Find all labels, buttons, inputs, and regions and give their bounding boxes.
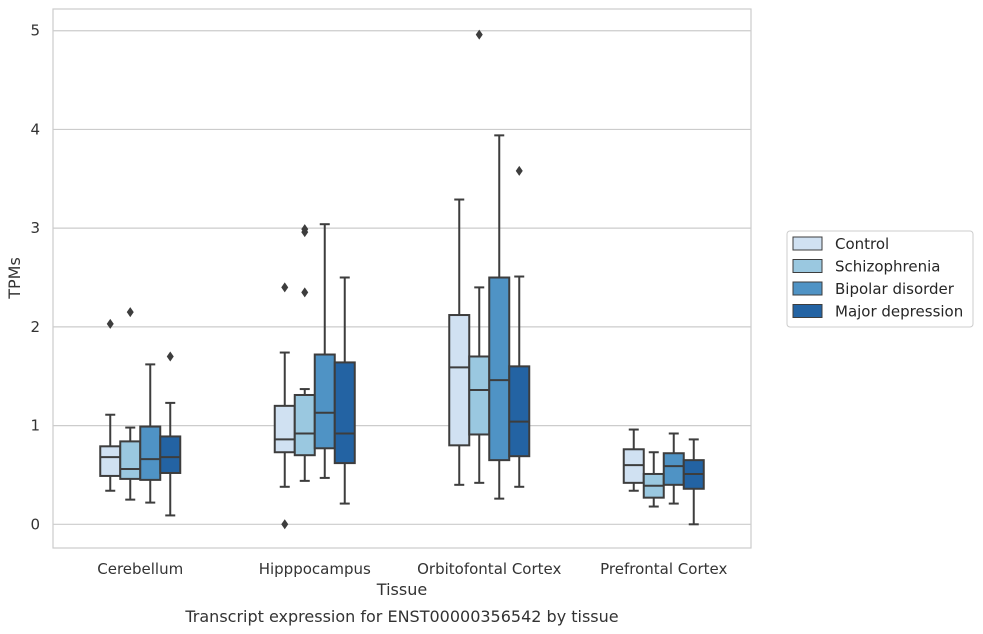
box-iqr (333, 361, 356, 465)
x-tick-label: Hipppocampus (259, 560, 371, 578)
x-tick-label: Prefrontal Cortex (600, 560, 727, 578)
box-2-3 (508, 165, 531, 488)
outlier-point (106, 318, 114, 329)
box-0-3 (159, 351, 182, 517)
legend-swatch (792, 281, 823, 296)
box-2-2 (488, 134, 511, 500)
box-iqr (273, 404, 296, 454)
outlier-point (281, 519, 289, 530)
y-tick-label: 3 (30, 219, 40, 237)
outlier-point (166, 351, 174, 362)
y-tick-labels: 0 1 2 3 4 5 (30, 22, 40, 534)
box-iqr (139, 425, 162, 481)
box-0-2 (139, 363, 162, 504)
box-iqr (488, 276, 511, 462)
outlier-point (301, 287, 309, 298)
legend-swatch (792, 236, 823, 251)
outlier-point (126, 307, 134, 318)
box-iqr (508, 365, 531, 458)
boxes-layer (99, 29, 705, 530)
legend-label: Major depression (835, 303, 963, 321)
box-iqr (119, 440, 142, 480)
box-3-3 (682, 438, 705, 526)
x-tick-label: Cerebellum (97, 560, 183, 578)
box-iqr (468, 355, 491, 436)
y-tick-label: 4 (30, 120, 40, 138)
x-axis-title: Tissue (376, 580, 427, 599)
box-3-2 (662, 432, 685, 505)
box-2-1 (468, 29, 491, 484)
box-iqr (662, 452, 685, 486)
box-1-3 (333, 276, 356, 505)
legend-swatch (792, 304, 823, 318)
box-iqr (313, 353, 336, 450)
legend-items: Control Schizophrenia Bipolar disorder Majo… (792, 235, 963, 321)
x-tick-labels: Cerebellum Hipppocampus Orbitofontal Corte… (97, 560, 727, 578)
y-axis-title: TPMs (5, 257, 24, 300)
legend: Control Schizophrenia Bipolar disorder Majo… (786, 230, 974, 328)
box-iqr (448, 314, 471, 447)
legend-label: Schizophrenia (835, 258, 940, 276)
y-tick-label: 1 (30, 417, 40, 435)
x-tick-label: Orbitofontal Cortex (417, 560, 561, 578)
y-tick-label: 5 (30, 22, 40, 40)
chart-caption: Transcript expression for ENST0000035654… (184, 607, 618, 626)
y-tick-label: 0 (30, 515, 40, 533)
legend-frame (786, 230, 974, 328)
y-tick-label: 2 (30, 318, 40, 336)
outlier-point (301, 224, 309, 235)
legend-label: Control (835, 235, 889, 253)
outlier-point (281, 282, 289, 293)
box-2-0 (448, 198, 471, 486)
box-iqr (293, 393, 316, 457)
box-3-0 (622, 428, 645, 492)
outlier-point (475, 29, 483, 40)
outlier-point (515, 165, 523, 176)
box-iqr (99, 445, 122, 477)
box-iqr (159, 435, 182, 474)
legend-swatch (792, 259, 823, 273)
legend-label: Bipolar disorder (835, 280, 955, 298)
